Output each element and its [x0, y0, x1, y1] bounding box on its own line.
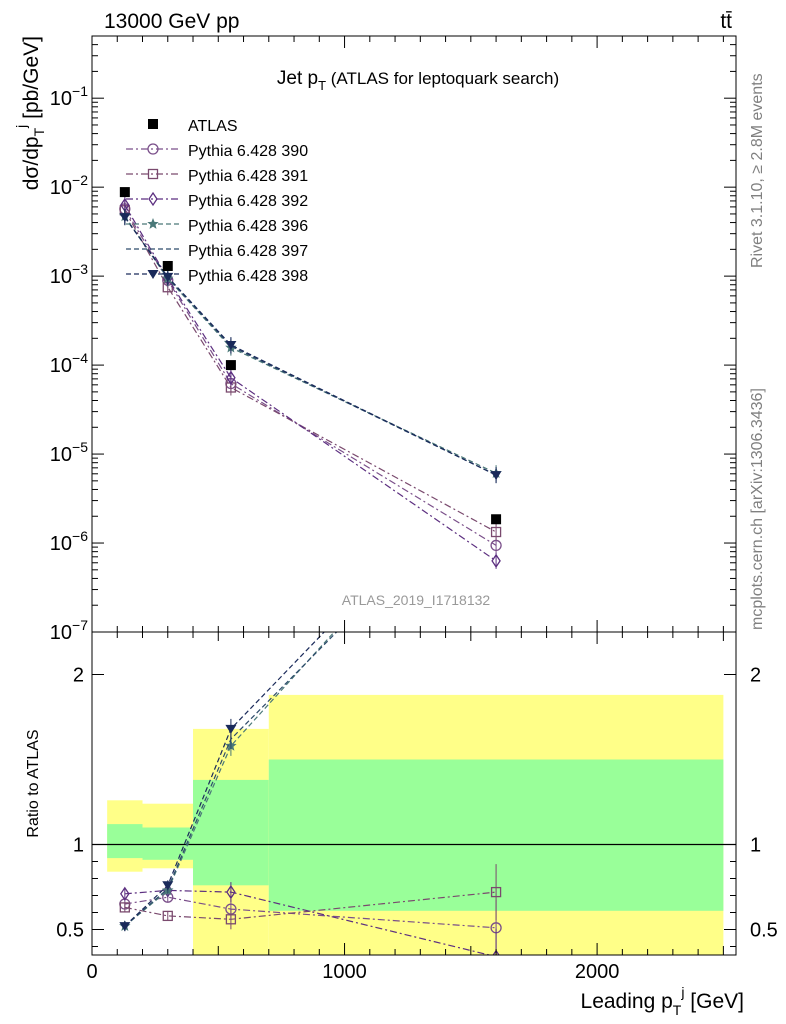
atlas-point-1 — [162, 260, 173, 271]
legend-label-4: Pythia 6.428 396 — [188, 218, 308, 235]
ratio-y-tick-label-right: 1 — [750, 835, 761, 857]
y-tick-label: 10−4 — [50, 350, 88, 377]
y-tick-label: 10−5 — [50, 439, 88, 466]
ratio-bands — [107, 694, 724, 955]
chart-title: Jet pT (ATLAS for leptoquark search) — [277, 68, 559, 93]
ratio-point-5-3 — [491, 450, 502, 459]
data-point-6-2 — [225, 341, 237, 351]
ratio-y-tick-label-right: 2 — [750, 665, 761, 687]
atlas-point-3 — [491, 514, 502, 525]
legend-marker-6 — [147, 270, 159, 279]
legend-marker-4 — [147, 218, 159, 229]
legend-marker-2 — [147, 168, 159, 180]
y-tick-label: 10−3 — [50, 261, 88, 288]
ratio-panel: 0.5 0.5 1 1 2 2 0 1000 2000 Ratio to ATLAS Leading… — [25, 448, 778, 1018]
ratio-y-tick-label-right: 0.5 — [750, 920, 778, 942]
ratio-line-3 — [124, 632, 336, 927]
rivet-version-label: Rivet 3.1.10, ≥ 2.8M events — [749, 73, 766, 268]
stat-uncertainty-band-0 — [107, 824, 143, 859]
ratio-point-2-0 — [120, 886, 130, 901]
data-point-3-3 — [491, 553, 501, 569]
series-line-5 — [124, 216, 497, 476]
ratio-point-1-0 — [119, 902, 130, 913]
main-panel: 10−7 10−6 10−5 10−4 10−3 10−2 10−1dσ/dpTj [pb/… — [13, 35, 737, 644]
ratio-y-tick-label-left: 1 — [73, 835, 84, 857]
header-process-label: 13000 GeV pp — [104, 10, 239, 33]
ratio-y-axis-title: Ratio to ATLAS — [25, 729, 42, 837]
ratio-point-2-2 — [226, 884, 236, 900]
ratio-point-5-0 — [119, 922, 131, 932]
legend-label-1: Pythia 6.428 390 — [188, 143, 308, 160]
ratio-line-2 — [124, 889, 492, 955]
ratio-y-tick-label-left: 2 — [73, 665, 84, 687]
ratio-plot-frame — [91, 631, 737, 956]
data-point-6-1 — [162, 272, 174, 282]
ratio-line-1 — [124, 891, 497, 920]
y-tick-label: 10−6 — [50, 528, 88, 555]
y-tick-label: 10−1 — [50, 83, 88, 110]
ratio-point-1-2 — [225, 914, 237, 925]
header-final-state-label: tt̄ — [720, 10, 732, 33]
ratio-point-5-2 — [225, 724, 237, 734]
atlas-point-2 — [225, 360, 236, 371]
legend-label-6: Pythia 6.428 398 — [188, 268, 308, 285]
series-line-1 — [124, 208, 497, 546]
data-point-1-3 — [490, 539, 502, 552]
data-point-6-3 — [490, 471, 502, 481]
series-line-3 — [124, 204, 497, 562]
mcplots-reference-label: mcplots.cern.ch [arXiv:1306.3436] — [749, 388, 766, 630]
x-tick-label: 2000 — [575, 961, 620, 983]
series-line-4 — [124, 215, 497, 474]
data-point-3-2 — [226, 370, 236, 385]
data-point-6-0 — [119, 213, 131, 223]
analysis-watermark: ATLAS_2019_I1718132 — [342, 592, 491, 608]
legend-label-2: Pythia 6.428 391 — [188, 168, 308, 185]
y-axis-title: dσ/dpTj [pb/GeV] — [13, 36, 47, 190]
legend-label-5: Pythia 6.428 397 — [188, 243, 308, 260]
ratio-point-1-1 — [162, 910, 173, 922]
series-line-2 — [124, 210, 497, 533]
legend-label-0: ATLAS — [188, 118, 238, 135]
ratio-point-1-3 — [490, 886, 502, 898]
ratio-point-5-1 — [162, 881, 174, 891]
legend-marker-1 — [147, 143, 159, 155]
ratio-line-0 — [124, 896, 497, 929]
y-tick-label: 10−2 — [50, 172, 88, 199]
ratio-line-4 — [124, 632, 338, 927]
legend-marker-3 — [148, 191, 158, 207]
atlas-point-0 — [119, 187, 130, 198]
series-line-6 — [124, 216, 497, 476]
legend-label-3: Pythia 6.428 392 — [188, 193, 308, 210]
stat-uncertainty-band-1 — [142, 827, 194, 860]
x-tick-label: 0 — [86, 961, 97, 983]
y-tick-label: 10−7 — [50, 617, 88, 644]
ratio-point-3-3 — [490, 448, 501, 459]
main-series-group — [119, 187, 502, 569]
ratio-y-tick-label-left: 0.5 — [56, 920, 84, 942]
legend-marker-0 — [148, 119, 158, 129]
ratio-series-group — [119, 448, 502, 955]
legend: ATLAS Pythia 6.428 390 Pythia 6.428 391 Pyt… — [126, 118, 308, 285]
data-point-2-3 — [490, 526, 502, 538]
x-tick-label: 1000 — [322, 961, 367, 983]
x-axis-title: Leading pTj [GeV] — [581, 984, 744, 1018]
